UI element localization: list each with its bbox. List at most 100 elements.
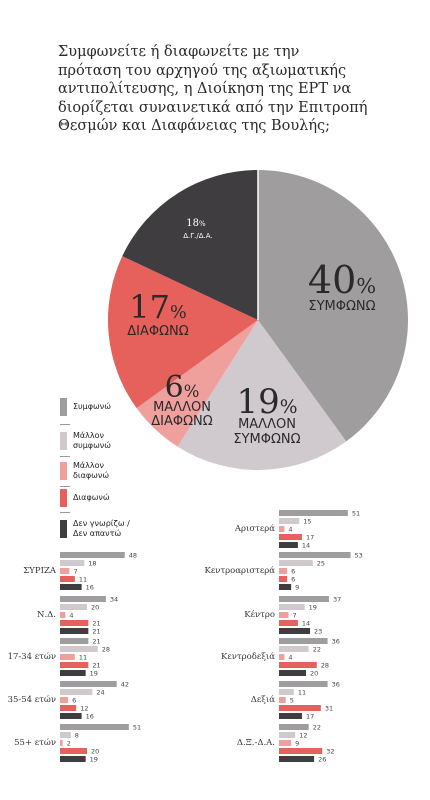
bar-rather-agree: [60, 689, 93, 695]
pie-value-percent: %: [199, 220, 206, 228]
pie-label-dk: 18% Δ.Γ./Δ.Α.: [183, 218, 213, 240]
legend-label-line: συμφωνώ: [73, 441, 111, 450]
pie-slice-dk: [122, 170, 258, 320]
legend-label-line: Συμφωνώ: [73, 402, 111, 411]
title-line: Συμφωνείτε ή διαφωνείτε με την: [58, 44, 300, 60]
pie-category-label: ΜΑΛΛΟΝ: [153, 400, 211, 415]
bar-rather-agree: [279, 646, 309, 652]
bar-disagree: [60, 662, 89, 668]
bar-disagree: [279, 705, 321, 711]
bar-value-label: 32: [326, 748, 334, 756]
legend-swatch: [60, 489, 67, 507]
right-bar-group: Κέντρο 37 19 7 14 23: [244, 596, 341, 636]
legend-item-disagree: Διαφωνώ: [60, 489, 110, 507]
pie-category-label: ΔΙΑΦΩΝΩ: [127, 324, 189, 339]
bar-rather-disagree: [279, 740, 292, 746]
bar-value-label: 12: [80, 705, 88, 713]
bar-value-label: 21: [92, 638, 100, 646]
bar-value-label: 34: [110, 596, 118, 604]
bar-value-label: 11: [298, 689, 306, 697]
pie-value-number: 17: [129, 288, 170, 326]
pie-slice-agree: [258, 170, 408, 442]
group-label: Ν.Δ.: [37, 610, 56, 620]
bar-value-label: 19: [90, 670, 98, 678]
bar-rather-disagree: [60, 612, 66, 618]
legend-label: Δεν γνωρίζω / Δεν απαντώ: [73, 519, 130, 539]
pie-value-number: 6: [165, 370, 184, 405]
bar-value-label: 21: [92, 628, 100, 636]
bar-value-label: 26: [318, 756, 326, 764]
bar-agree: [279, 552, 351, 558]
bar-value-label: 36: [332, 638, 340, 646]
bar-rather-agree: [279, 518, 300, 524]
legend-label-line: Μάλλον: [73, 431, 105, 440]
bar-disagree: [279, 748, 323, 754]
bar-disagree: [60, 705, 77, 711]
bar-rather-disagree: [60, 568, 70, 574]
group-label: ΣΥΡΙΖΑ: [23, 566, 57, 576]
bar-value-label: 16: [86, 584, 94, 592]
bar-value-label: 21: [92, 620, 100, 628]
bar-agree: [60, 724, 129, 730]
bar-value-label: 24: [96, 689, 104, 697]
title-line: διορίζεται συναινετικά από την Επιτροπή: [58, 99, 368, 116]
bar-dk: [279, 670, 306, 676]
bar-value-label: 42: [121, 681, 129, 689]
pie-category-label: ΣΥΜΦΩΝΩ: [308, 299, 375, 314]
bar-value-label: 23: [314, 628, 322, 636]
legend-label: Διαφωνώ: [73, 493, 110, 503]
pie-value-percent: %: [280, 397, 298, 418]
legend-label: Μάλλον διαφωνώ: [73, 461, 109, 481]
chart-title: Συμφωνείτε ή διαφωνείτε με την πρόταση τ…: [58, 43, 388, 136]
bar-value-label: 22: [313, 646, 321, 654]
bar-dk: [279, 542, 298, 548]
bar-value-label: 15: [303, 518, 311, 526]
bar-value-label: 5: [290, 697, 294, 705]
bar-rather-agree: [279, 732, 296, 738]
legend-divider: [60, 456, 70, 457]
group-label: Δ.Ξ.-Δ.Α.: [237, 738, 275, 748]
pie-value-number: 19: [236, 382, 279, 422]
bar-agree: [279, 596, 329, 602]
pie-category-label: ΔΙΑΦΩΝΩ: [151, 414, 213, 429]
legend-swatch: [60, 462, 67, 480]
right-bar-group: Κεντροαριστερά 53 25 669: [205, 552, 363, 592]
legend-item-agree: Συμφωνώ: [60, 398, 111, 416]
legend-label: Συμφωνώ: [73, 402, 111, 412]
bar-agree: [60, 638, 89, 644]
bar-agree: [279, 681, 328, 687]
bar-value-label: 9: [295, 584, 299, 592]
pie-value-label: 40%: [308, 258, 376, 302]
bar-dk: [279, 756, 315, 762]
bar-agree: [279, 724, 309, 730]
legend-swatch: [60, 432, 67, 450]
pie-value-percent: %: [170, 303, 187, 323]
bar-disagree: [279, 576, 288, 582]
bar-rather-agree: [60, 646, 98, 652]
group-label: Κεντροαριστερά: [205, 565, 276, 576]
legend-divider: [60, 424, 70, 425]
bar-dk: [60, 756, 86, 762]
pie-category-label: Δ.Γ./Δ.Α.: [183, 232, 213, 240]
bar-rather-disagree: [279, 654, 285, 660]
bar-value-label: 51: [133, 724, 141, 732]
bar-value-label: 37: [333, 596, 341, 604]
bar-rather-agree: [279, 689, 294, 695]
pie-label-agree: 40%ΣΥΜΦΩΝΩ: [308, 258, 376, 314]
bar-agree: [60, 681, 117, 687]
bar-value-label: 18: [88, 560, 96, 568]
pie-value-label: 18%: [186, 218, 206, 229]
bar-value-label: 28: [321, 662, 329, 670]
bar-value-label: 17: [306, 534, 314, 542]
bar-value-label: 4: [69, 612, 73, 620]
bar-value-label: 51: [352, 510, 360, 518]
pie-label-disagree: 17%ΔΙΑΦΩΝΩ: [127, 288, 189, 339]
bar-agree: [60, 596, 106, 602]
pie-category-label: ΜΑΛΛΟΝ: [238, 417, 296, 432]
